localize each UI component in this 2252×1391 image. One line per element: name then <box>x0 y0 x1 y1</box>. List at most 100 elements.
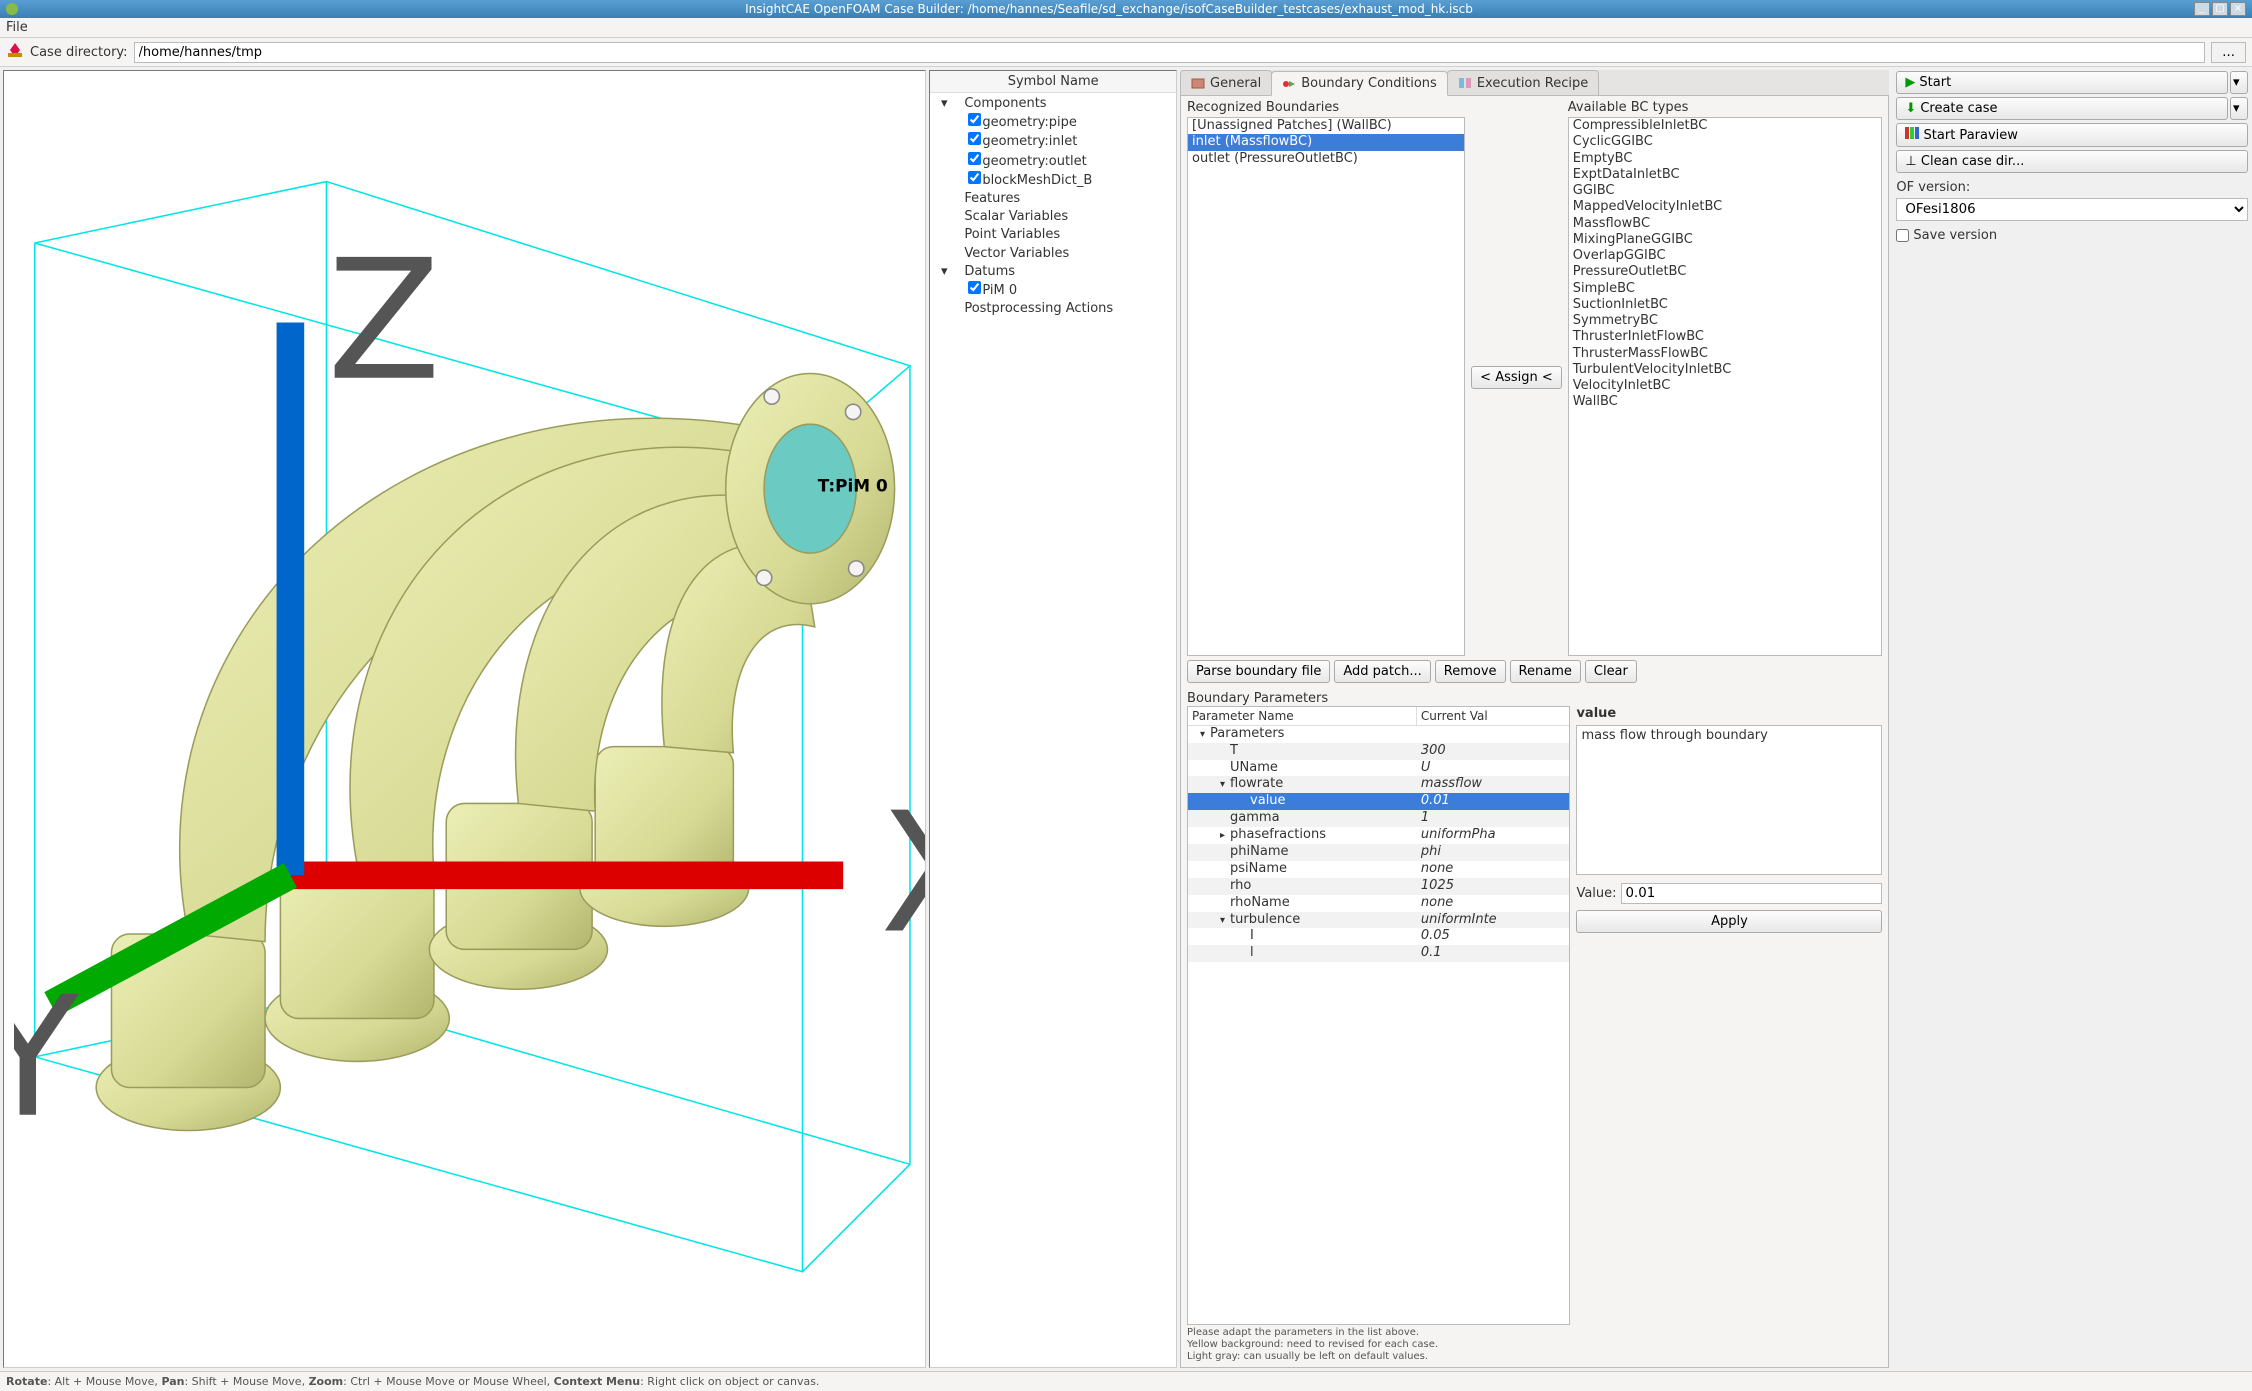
minimize-button[interactable]: _ <box>2194 2 2210 16</box>
parameter-row[interactable]: ▸phasefractionsuniformPha <box>1188 827 1569 844</box>
symbol-tree-item[interactable]: ▾Datums <box>930 263 1176 281</box>
tab-general-label: General <box>1210 76 1261 91</box>
available-bc-item[interactable]: GGIBC <box>1569 183 1882 199</box>
rename-button[interactable]: Rename <box>1510 660 1581 683</box>
available-bc-list[interactable]: CompressibleInletBCCyclicGGIBCEmptyBCExp… <box>1568 117 1883 656</box>
parameter-row[interactable]: ▾Parameters <box>1188 726 1569 743</box>
tab-general[interactable]: General <box>1180 70 1272 95</box>
symbol-tree-item[interactable]: geometry:pipe <box>930 113 1176 132</box>
available-bc-item[interactable]: SymmetryBC <box>1569 313 1882 329</box>
available-bc-item[interactable]: SuctionInletBC <box>1569 297 1882 313</box>
start-dropdown[interactable]: ▾ <box>2230 71 2248 94</box>
available-bc-item[interactable]: SimpleBC <box>1569 281 1882 297</box>
assign-button[interactable]: < Assign < <box>1471 366 1562 389</box>
parameter-row[interactable]: value0.01 <box>1188 793 1569 810</box>
available-bc-item[interactable]: EmptyBC <box>1569 151 1882 167</box>
available-bc-item[interactable]: MixingPlaneGGIBC <box>1569 232 1882 248</box>
case-directory-input[interactable] <box>134 42 2206 63</box>
parameter-tree[interactable]: Parameter Name Current Val ▾ParametersT3… <box>1187 706 1570 1325</box>
start-button[interactable]: ▶ Start <box>1896 71 2228 94</box>
parameter-row[interactable]: l0.1 <box>1188 945 1569 962</box>
svg-text:Y: Y <box>14 962 79 1155</box>
axes-gizmo: X Z Y <box>14 70 926 1339</box>
parameter-row[interactable]: T300 <box>1188 743 1569 760</box>
right-panel: ▶ Start ▾ ⬇ Create case ▾ Start Paraview <box>1892 67 2252 1371</box>
parameter-row[interactable]: ▾flowratemassflow <box>1188 776 1569 793</box>
symbol-tree-item[interactable]: Vector Variables <box>930 245 1176 263</box>
parameter-row[interactable]: rhoNamenone <box>1188 895 1569 912</box>
parameter-row[interactable]: rho1025 <box>1188 878 1569 895</box>
apply-button[interactable]: Apply <box>1576 910 1882 933</box>
parameter-row[interactable]: UNameU <box>1188 760 1569 777</box>
symbol-panel: Symbol Name ▾Componentsgeometry:pipegeom… <box>929 70 1177 1368</box>
available-bc-item[interactable]: CyclicGGIBC <box>1569 134 1882 150</box>
general-icon <box>1191 76 1205 90</box>
value-title: value <box>1576 706 1882 721</box>
svg-text:Z: Z <box>327 225 441 418</box>
remove-button[interactable]: Remove <box>1435 660 1506 683</box>
symbol-tree-item[interactable]: geometry:outlet <box>930 152 1176 171</box>
available-bc-item[interactable]: TurbulentVelocityInletBC <box>1569 362 1882 378</box>
parse-boundary-button[interactable]: Parse boundary file <box>1187 660 1330 683</box>
case-directory-browse-button[interactable]: ... <box>2211 42 2246 63</box>
parameter-row[interactable]: gamma1 <box>1188 810 1569 827</box>
3d-viewport[interactable]: T:PiM 0 X Z Y <box>3 70 926 1368</box>
parameter-hints: Please adapt the parameters in the list … <box>1187 1327 1570 1363</box>
value-label: Value: <box>1576 886 1616 901</box>
available-bc-item[interactable]: WallBC <box>1569 394 1882 410</box>
symbol-tree[interactable]: ▾Componentsgeometry:pipegeometry:inletge… <box>930 93 1176 320</box>
available-bc-item[interactable]: PressureOutletBC <box>1569 264 1882 280</box>
titlebar: InsightCAE OpenFOAM Case Builder: /home/… <box>0 0 2252 18</box>
status-bar: Rotate: Alt + Mouse Move, Pan: Shift + M… <box>0 1371 2252 1391</box>
symbol-tree-item[interactable]: geometry:inlet <box>930 132 1176 151</box>
create-case-dropdown[interactable]: ▾ <box>2230 97 2248 120</box>
param-header-name: Parameter Name <box>1188 707 1417 725</box>
parameter-row[interactable]: ▾turbulenceuniformInte <box>1188 912 1569 929</box>
available-bc-item[interactable]: VelocityInletBC <box>1569 378 1882 394</box>
clean-case-dir-button[interactable]: ⊥ Clean case dir... <box>1896 150 2248 173</box>
available-bc-item[interactable]: MassflowBC <box>1569 216 1882 232</box>
available-bc-item[interactable]: ThrusterInletFlowBC <box>1569 329 1882 345</box>
param-header-value: Current Val <box>1417 707 1570 725</box>
menu-file[interactable]: File <box>6 20 28 35</box>
center-panel: General Boundary Conditions Execution Re… <box>1180 70 1889 1368</box>
available-bc-item[interactable]: CompressibleInletBC <box>1569 118 1882 134</box>
boundary-parameters-label: Boundary Parameters <box>1187 691 1882 706</box>
create-case-button[interactable]: ⬇ Create case <box>1896 97 2228 120</box>
symbol-tree-item[interactable]: blockMeshDict_B <box>930 171 1176 190</box>
svg-text:X: X <box>880 778 926 971</box>
parameter-row[interactable]: phiNamephi <box>1188 844 1569 861</box>
recognized-boundary-item[interactable]: outlet (PressureOutletBC) <box>1188 151 1464 167</box>
download-icon: ⬇ <box>1905 101 1916 116</box>
available-bc-item[interactable]: OverlapGGIBC <box>1569 248 1882 264</box>
available-bc-item[interactable]: MappedVelocityInletBC <box>1569 199 1882 215</box>
symbol-tree-item[interactable]: Features <box>930 190 1176 208</box>
window-title: InsightCAE OpenFOAM Case Builder: /home/… <box>24 2 2194 16</box>
symbol-tree-item[interactable]: ▾Components <box>930 95 1176 113</box>
available-bc-item[interactable]: ThrusterMassFlowBC <box>1569 346 1882 362</box>
tab-execution-recipe[interactable]: Execution Recipe <box>1447 70 1599 95</box>
symbol-tree-item[interactable]: Point Variables <box>930 226 1176 244</box>
tab-boundary-conditions[interactable]: Boundary Conditions <box>1271 71 1448 96</box>
add-patch-button[interactable]: Add patch... <box>1334 660 1430 683</box>
symbol-tree-item[interactable]: Scalar Variables <box>930 208 1176 226</box>
main-area: T:PiM 0 X Z Y Symbol Name ▾Componentsgeo… <box>0 67 2252 1371</box>
menubar: File <box>0 18 2252 38</box>
symbol-tree-item[interactable]: PiM 0 <box>930 281 1176 300</box>
maximize-button[interactable]: ▢ <box>2212 2 2228 16</box>
of-version-select[interactable]: OFesi1806 <box>1896 198 2248 221</box>
parameter-row[interactable]: psiNamenone <box>1188 861 1569 878</box>
save-version-checkbox[interactable]: Save version <box>1896 228 2248 243</box>
start-paraview-button[interactable]: Start Paraview <box>1896 123 2248 147</box>
recognized-boundary-item[interactable]: inlet (MassflowBC) <box>1188 134 1464 150</box>
symbol-tree-item[interactable]: Postprocessing Actions <box>930 300 1176 318</box>
clear-button[interactable]: Clear <box>1585 660 1637 683</box>
parameter-row[interactable]: I0.05 <box>1188 928 1569 945</box>
recognized-boundary-item[interactable]: [Unassigned Patches] (WallBC) <box>1188 118 1464 134</box>
available-bc-item[interactable]: ExptDataInletBC <box>1569 167 1882 183</box>
tabs: General Boundary Conditions Execution Re… <box>1180 70 1889 96</box>
close-button[interactable]: × <box>2230 2 2246 16</box>
recognized-boundaries-list[interactable]: [Unassigned Patches] (WallBC)inlet (Mass… <box>1187 117 1465 656</box>
value-input[interactable] <box>1621 883 1883 904</box>
of-version-label: OF version: <box>1896 180 2248 195</box>
